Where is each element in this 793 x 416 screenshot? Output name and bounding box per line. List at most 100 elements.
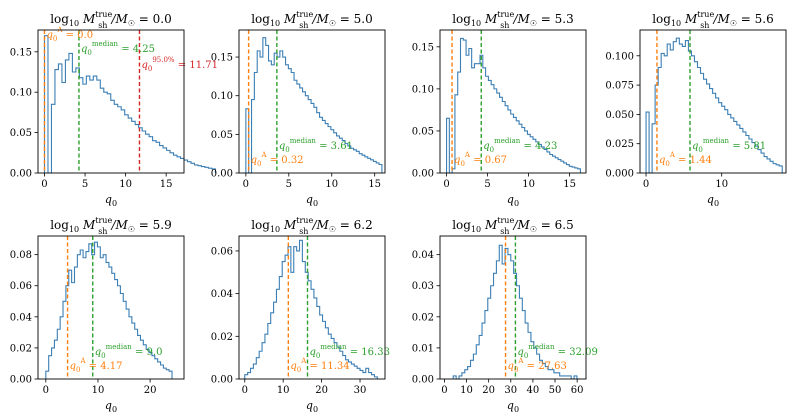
panel-title: log10 Mtrue sh/M☉ = 5.6: [652, 10, 774, 30]
green-annotation-label: q0median = 4.25: [81, 40, 155, 57]
histogram-step-line: [45, 241, 173, 379]
orange-annotation-label: q0A = 0.32: [251, 151, 304, 168]
axes-frame: [439, 235, 587, 380]
x-tick-label: 10: [325, 179, 338, 190]
x-tick-label: 20: [482, 385, 495, 396]
y-tick-label: 0.05: [211, 130, 233, 141]
x-axis-label: q0: [507, 399, 519, 414]
x-tick-label: 0: [243, 179, 249, 190]
y-tick-label: 0.05: [10, 128, 32, 139]
y-tick-label: 0.15: [211, 53, 233, 64]
panel-title: log10 Mtrue sh/M☉ = 5.3: [452, 10, 574, 30]
green-annotation-label: q0median = 4.23: [483, 137, 557, 154]
y-tick-label: 0.04: [412, 250, 434, 261]
y-tick-label: 0.05: [412, 126, 434, 137]
x-tick-label: 20: [144, 385, 157, 396]
x-tick-label: 5: [484, 179, 490, 190]
orange-annotation-label: q0A = 0.67: [454, 151, 507, 168]
y-tick-label: 0.03: [412, 281, 434, 292]
x-tick-label: 15: [368, 179, 381, 190]
axes-frame: [37, 235, 185, 380]
x-tick-label: 0: [441, 385, 447, 396]
histogram-step-line: [446, 37, 581, 174]
x-axis-label: q0: [105, 399, 117, 414]
y-tick-label: 0.08: [10, 250, 32, 261]
y-tick-label: 0.075: [605, 81, 634, 92]
y-tick-label: 0.15: [10, 47, 32, 58]
axes-frame: [439, 29, 587, 174]
orange-annotation-label: q0A = 4.17: [70, 357, 123, 374]
axes-frame: [639, 29, 787, 174]
orange-annotation-label: q0A = 1.44: [659, 151, 712, 168]
y-tick-label: 0.04: [10, 312, 32, 323]
x-tick-label: 0: [443, 179, 449, 190]
x-tick-label: 15: [563, 179, 576, 190]
y-tick-label: 0.000: [605, 169, 634, 180]
x-tick-label: 5: [286, 179, 292, 190]
y-tick-label: 0.02: [211, 332, 233, 343]
y-tick-label: 0.01: [412, 343, 434, 354]
x-tick-label: 30: [354, 385, 367, 396]
green-annotation-label: q0median = 5.81: [692, 137, 766, 154]
axes-frame: [238, 29, 386, 174]
x-tick-label: 10: [460, 385, 473, 396]
histogram-step-line: [43, 35, 216, 174]
x-tick-label: 60: [571, 385, 584, 396]
y-tick-label: 0.10: [211, 91, 233, 102]
x-axis-label: q0: [707, 193, 719, 208]
histogram-step-line: [452, 244, 580, 380]
y-tick-label: 0.00: [211, 375, 233, 386]
x-tick-label: 10: [277, 385, 290, 396]
histogram-step-line: [645, 37, 783, 174]
x-tick-label: 5: [82, 179, 88, 190]
y-tick-label: 0.100: [605, 51, 634, 62]
x-tick-label: 0: [43, 385, 49, 396]
axes-frame: [37, 29, 185, 174]
y-tick-label: 0.06: [211, 246, 233, 257]
x-axis-label: q0: [105, 193, 117, 208]
y-tick-label: 0.00: [211, 169, 233, 180]
y-tick-label: 0.02: [10, 343, 32, 354]
x-tick-label: 10: [119, 179, 132, 190]
panel-title: log10 Mtrue sh/M☉ = 5.9: [50, 216, 172, 236]
orange-annotation-label: q0A = 27.63: [508, 357, 567, 374]
x-tick-label: 0: [242, 385, 248, 396]
orange-annotation-label: q0A = 0.0: [46, 26, 93, 43]
y-tick-label: 0.00: [412, 169, 434, 180]
x-tick-label: 20: [315, 385, 328, 396]
panel-title: log10 Mtrue sh/M☉ = 6.2: [251, 216, 373, 236]
y-tick-label: 0.06: [10, 281, 32, 292]
x-tick-label: 10: [522, 179, 535, 190]
x-axis-label: q0: [306, 193, 318, 208]
y-tick-label: 0.10: [412, 84, 434, 95]
red-annotation-label: q095.0% = 11.71: [141, 56, 218, 73]
x-tick-label: 10: [715, 179, 728, 190]
green-annotation-label: q0median = 16.33: [310, 343, 390, 360]
x-tick-label: 10: [92, 385, 105, 396]
panel-title: log10 Mtrue sh/M☉ = 0.0: [50, 10, 172, 30]
y-tick-label: 0.15: [412, 42, 434, 53]
orange-annotation-label: q0A = 11.34: [290, 357, 349, 374]
panel-title: log10 Mtrue sh/M☉ = 5.0: [251, 10, 373, 30]
green-annotation-label: q0median = 3.61: [279, 137, 353, 154]
y-tick-label: 0.00: [10, 169, 32, 180]
green-annotation-label: q0median = 32.09: [517, 343, 597, 360]
x-tick-label: 0: [643, 179, 649, 190]
histogram-step-line: [245, 37, 383, 174]
histogram-step-line: [244, 239, 378, 379]
x-tick-label: 50: [549, 385, 562, 396]
x-tick-label: 15: [160, 179, 173, 190]
x-axis-label: q0: [507, 193, 519, 208]
y-tick-label: 0.00: [10, 375, 32, 386]
x-tick-label: 0: [41, 179, 47, 190]
y-tick-label: 0.050: [605, 110, 634, 121]
y-tick-label: 0.10: [10, 88, 32, 99]
